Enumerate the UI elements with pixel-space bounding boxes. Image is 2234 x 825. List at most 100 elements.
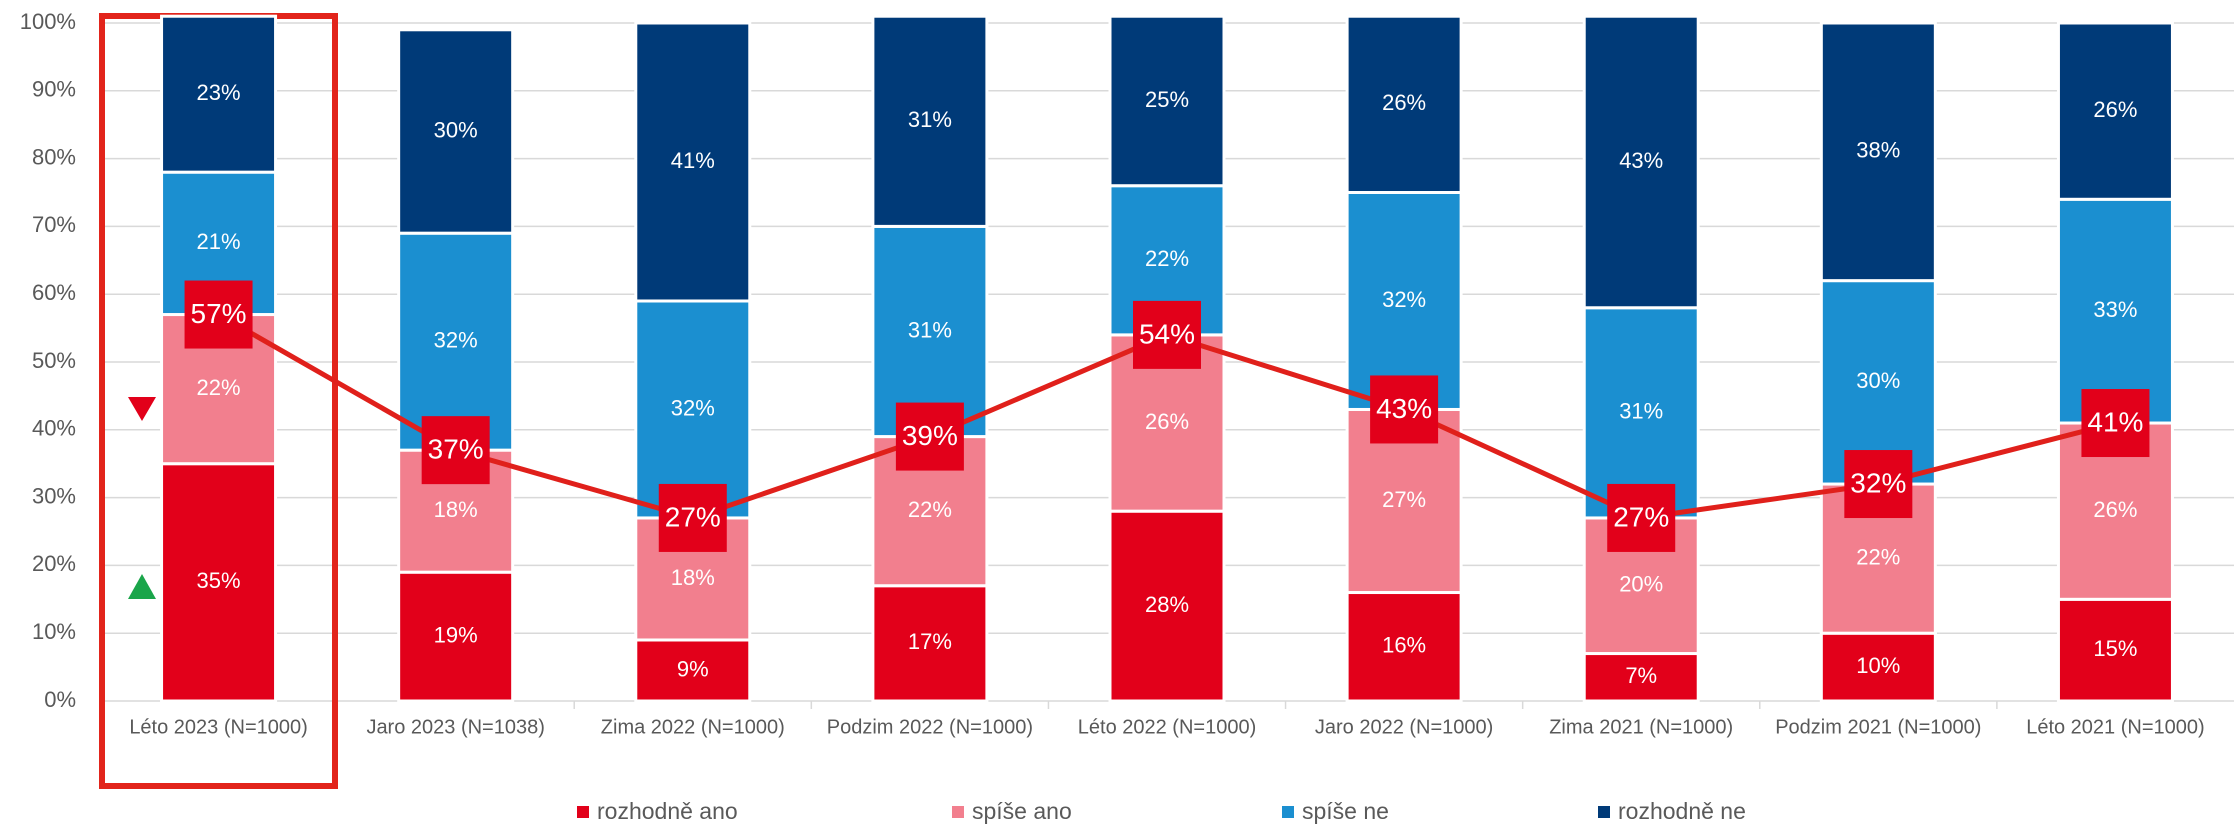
x-tick-label: Léto 2023 (N=1000): [129, 716, 307, 738]
data-label: 22%: [1145, 246, 1189, 271]
y-tick-label: 0%: [44, 687, 76, 712]
y-tick-label: 50%: [32, 348, 76, 373]
x-tick-label: Zima 2021 (N=1000): [1549, 716, 1733, 738]
line-label: 41%: [2087, 406, 2143, 437]
line-label: 39%: [902, 420, 958, 451]
down-arrow: [128, 397, 156, 421]
legend-label: spíše ne: [1302, 798, 1389, 824]
bar-segment: [160, 14, 278, 174]
bar-segment: [1819, 21, 1937, 283]
data-label: 10%: [1856, 653, 1900, 678]
bar-segment: [1819, 631, 1937, 703]
bar-segment: [634, 21, 752, 303]
data-label: 35%: [197, 568, 241, 593]
line-label-box: [1844, 450, 1913, 519]
bar-segment: [1582, 652, 1700, 703]
line-label-box: [1370, 375, 1439, 444]
data-label: 7%: [1625, 663, 1657, 688]
data-label: 26%: [1145, 409, 1189, 434]
data-label: 18%: [671, 565, 715, 590]
x-tick-label: Podzim 2022 (N=1000): [827, 716, 1033, 738]
y-tick-label: 60%: [32, 280, 76, 305]
line-label-box: [2081, 389, 2150, 458]
legend-swatch: [952, 806, 964, 818]
data-label: 30%: [1856, 368, 1900, 393]
line-label: 27%: [1613, 501, 1669, 532]
data-label: 31%: [908, 107, 952, 132]
y-tick-label: 100%: [20, 9, 76, 34]
data-label: 22%: [908, 497, 952, 522]
bar-segment: [1345, 14, 1463, 194]
up-arrow: [128, 574, 156, 599]
y-tick-label: 90%: [32, 77, 76, 102]
data-label: 41%: [671, 148, 715, 173]
bar-segment: [634, 299, 752, 520]
line-label: 54%: [1139, 318, 1195, 349]
line-label: 37%: [428, 434, 484, 465]
data-label: 26%: [2093, 497, 2137, 522]
data-label: 43%: [1619, 148, 1663, 173]
y-tick-label: 20%: [32, 551, 76, 576]
x-tick-label: Léto 2021 (N=1000): [2026, 716, 2204, 738]
line-label: 43%: [1376, 393, 1432, 424]
bar-segment: [397, 570, 515, 703]
bar-segment: [2056, 197, 2174, 425]
x-tick-label: Léto 2022 (N=1000): [1078, 716, 1256, 738]
data-label: 28%: [1145, 592, 1189, 617]
legend-label: rozhodně ano: [597, 798, 738, 824]
bar-segment: [1582, 306, 1700, 520]
line-label-box: [895, 402, 964, 471]
bar-segment: [160, 313, 278, 466]
data-label: 26%: [1382, 90, 1426, 115]
y-tick-label: 70%: [32, 212, 76, 237]
data-label: 19%: [434, 622, 478, 647]
line-label: 57%: [191, 298, 247, 329]
data-label: 30%: [434, 117, 478, 142]
data-label: 33%: [2093, 297, 2137, 322]
legend-swatch: [1282, 806, 1294, 818]
bar-segment: [397, 28, 515, 235]
line-label: 27%: [665, 501, 721, 532]
x-tick-label: Podzim 2021 (N=1000): [1775, 716, 1981, 738]
bar-segment: [871, 224, 989, 439]
bar-segment: [871, 14, 989, 228]
y-tick-label: 40%: [32, 416, 76, 441]
data-label: 31%: [1619, 399, 1663, 424]
line-label-box: [421, 416, 490, 485]
line-label-box: [1133, 300, 1201, 369]
x-tick-label: Jaro 2022 (N=1000): [1315, 716, 1493, 738]
bar-segment: [160, 462, 278, 703]
legend-label: rozhodně ne: [1618, 798, 1746, 824]
data-label: 9%: [677, 656, 709, 681]
y-tick-label: 10%: [32, 619, 76, 644]
bar-segment: [2056, 21, 2174, 201]
line-label-box: [1607, 483, 1676, 552]
x-tick-label: Jaro 2023 (N=1038): [366, 716, 544, 738]
data-label: 31%: [908, 317, 952, 342]
legend-swatch: [577, 806, 589, 818]
line-label-box: [184, 280, 253, 349]
data-label: 16%: [1382, 633, 1426, 658]
data-label: 20%: [1619, 572, 1663, 597]
data-label: 15%: [2093, 636, 2137, 661]
data-label: 32%: [1382, 287, 1426, 312]
data-label: 27%: [1382, 487, 1426, 512]
bar-segment: [1108, 14, 1226, 188]
bar-segment: [2056, 597, 2174, 703]
data-label: 22%: [1856, 544, 1900, 569]
bar-segment: [1582, 14, 1700, 310]
data-label: 23%: [197, 80, 241, 105]
bar-segment: [634, 638, 752, 703]
data-label: 38%: [1856, 138, 1900, 163]
data-label: 22%: [197, 375, 241, 400]
y-tick-label: 30%: [32, 483, 76, 508]
data-label: 17%: [908, 629, 952, 654]
data-label: 26%: [2093, 97, 2137, 122]
data-label: 21%: [197, 229, 241, 254]
line-label: 32%: [1850, 467, 1906, 498]
bar-segment: [871, 584, 989, 703]
data-label: 18%: [434, 497, 478, 522]
y-tick-label: 80%: [32, 144, 76, 169]
data-label: 32%: [671, 395, 715, 420]
